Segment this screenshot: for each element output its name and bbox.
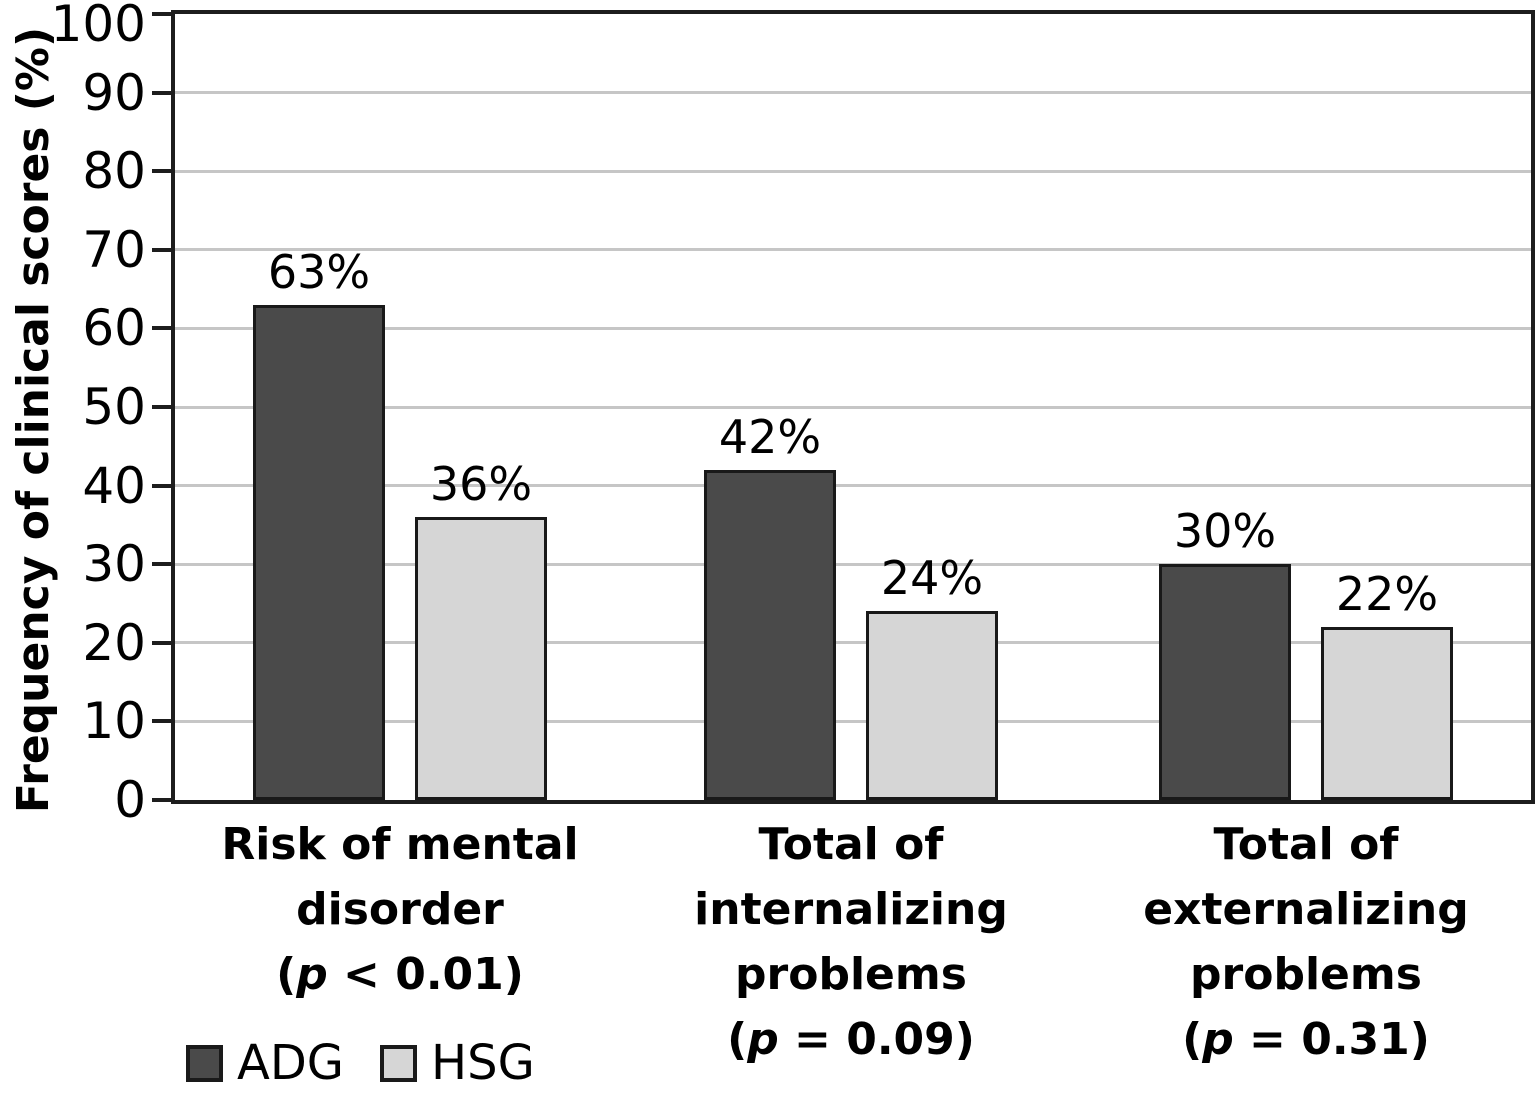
bar-value-label: 24% [880, 551, 984, 606]
legend-item-adg: ADG [186, 1036, 344, 1090]
bar-adg-group3 [1159, 564, 1291, 800]
gridline [175, 562, 1531, 566]
gridline [175, 248, 1531, 252]
gridline [175, 405, 1531, 409]
x-category-pvalue: (p = 0.09) [727, 1014, 975, 1065]
y-axis-title: Frequency of clinical scores (%) [8, 26, 59, 814]
bar-value-label: 30% [1173, 504, 1277, 559]
legend-label: HSG [431, 1035, 535, 1091]
bar-value-label: 42% [718, 409, 822, 464]
gridline [175, 169, 1531, 173]
x-category-line: problems [1190, 949, 1422, 1000]
bar-hsg-group3 [1321, 627, 1453, 800]
x-category-label: Total of externalizing problems (p = 0.31) [1046, 812, 1536, 1072]
x-category-line: disorder [296, 884, 504, 935]
gridline [175, 484, 1531, 488]
x-category-pvalue: (p = 0.31) [1182, 1014, 1430, 1065]
gridline [175, 326, 1531, 330]
legend-item-hsg: HSG [380, 1036, 535, 1090]
x-category-pvalue: (p < 0.01) [276, 949, 524, 1000]
legend-label: ADG [237, 1035, 344, 1091]
x-category-line: internalizing [694, 884, 1008, 935]
bar-hsg-group2 [866, 611, 998, 800]
gridline [175, 91, 1531, 95]
x-category-line: externalizing [1143, 884, 1469, 935]
x-category-line: Total of [1213, 819, 1399, 870]
legend-swatch-icon [380, 1044, 417, 1082]
bar-adg-group2 [704, 469, 836, 800]
legend: ADG HSG [186, 1036, 535, 1090]
plot-area: 63% 42% 30% 36% 24% 22% [171, 10, 1535, 804]
x-category-line: Total of [758, 819, 944, 870]
bar-value-label: 36% [429, 457, 533, 512]
x-category-line: problems [735, 949, 967, 1000]
gridline [175, 719, 1531, 723]
bar-value-label: 22% [1335, 567, 1439, 622]
bar-value-label: 63% [267, 244, 371, 299]
x-category-label: Total of internalizing problems (p = 0.09) [591, 812, 1111, 1072]
bar-hsg-group1 [415, 517, 547, 800]
bar-adg-group1 [253, 304, 385, 800]
gridline [175, 641, 1531, 645]
legend-swatch-icon [186, 1044, 223, 1082]
x-category-label: Risk of mental disorder (p < 0.01) [140, 812, 660, 1007]
x-category-line: Risk of mental [221, 819, 579, 870]
